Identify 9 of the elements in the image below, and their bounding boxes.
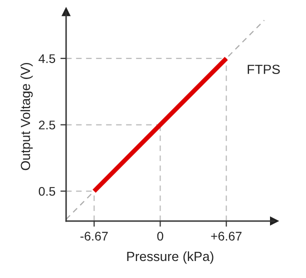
y-axis-title: Output Voltage (V): [20, 63, 33, 170]
annotation: FTPS: [248, 64, 280, 74]
y-tick-label: 0.5: [38, 186, 56, 196]
y-tick-label: 4.5: [38, 54, 56, 64]
y-tick-label: 2.5: [38, 120, 56, 130]
x-tick-label: +6.67: [211, 232, 242, 241]
x-axis-title: Pressure (kPa): [127, 251, 214, 264]
x-tick-label: 0: [157, 232, 164, 241]
x-tick-label: -6.67: [80, 232, 108, 241]
